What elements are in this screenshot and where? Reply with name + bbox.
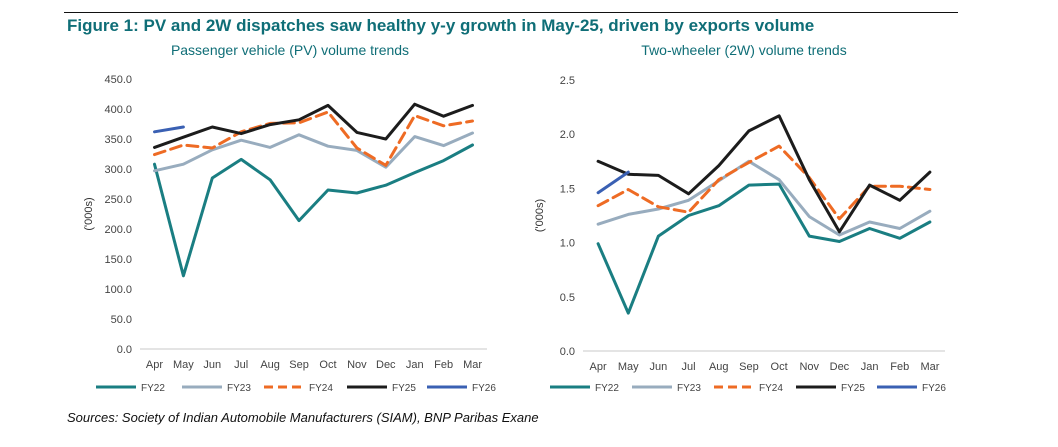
x-tick-label: Jul xyxy=(234,359,248,371)
x-tick-label: Feb xyxy=(434,359,453,371)
series-line-fy24 xyxy=(596,144,932,221)
legend-label: FY24 xyxy=(309,383,333,394)
y-tick-label: 150.0 xyxy=(104,254,132,266)
x-tick-label: Mar xyxy=(920,361,939,373)
y-tick-label: 50.0 xyxy=(111,314,132,326)
series-line-fy23 xyxy=(596,159,932,237)
x-tick-label: Aug xyxy=(260,359,280,371)
legend-label: FY22 xyxy=(595,383,619,394)
x-tick-label: Jun xyxy=(650,361,668,373)
chart-1: Passenger vehicle (PV) volume trends ('00… xyxy=(83,42,496,394)
series-line-fy25 xyxy=(596,114,932,234)
legend-label: FY25 xyxy=(841,383,865,394)
legend-label: FY23 xyxy=(227,383,251,394)
x-tick-label: Apr xyxy=(146,359,163,371)
legend-label: FY26 xyxy=(922,383,946,394)
x-tick-label: Oct xyxy=(771,361,788,373)
charts-area: Passenger vehicle (PV) volume trends ('00… xyxy=(83,42,946,394)
legend: FY22 FY23 FY24 FY25 FY26 xyxy=(550,383,946,394)
source-note: Sources: Society of Indian Automobile Ma… xyxy=(67,410,539,425)
y-tick-label: 0.0 xyxy=(560,346,575,358)
series-line-fy25 xyxy=(153,102,474,149)
x-tick-label: Dec xyxy=(376,359,396,371)
x-tick-label: Nov xyxy=(799,361,819,373)
y-tick-label: 0.5 xyxy=(560,292,575,304)
chart-title: Two-wheeler (2W) volume trends xyxy=(641,42,846,58)
legend-label: FY26 xyxy=(472,383,496,394)
series-line-fy24 xyxy=(153,110,474,167)
legend-label: FY25 xyxy=(392,383,416,394)
y-axis-label: ('000s) xyxy=(83,197,95,230)
series-line-fy22 xyxy=(153,143,474,278)
y-tick-label: 0.0 xyxy=(117,344,132,356)
x-tick-label: May xyxy=(618,361,639,373)
x-tick-label: Apr xyxy=(590,361,607,373)
y-tick-label: 100.0 xyxy=(104,284,132,296)
x-tick-label: Dec xyxy=(830,361,850,373)
x-tick-label: Mar xyxy=(463,359,482,371)
legend-label: FY22 xyxy=(141,383,165,394)
series-line-fy26 xyxy=(596,170,630,195)
y-tick-label: 1.0 xyxy=(560,238,575,250)
series-line-fy26 xyxy=(153,125,185,134)
legend-label: FY23 xyxy=(677,383,701,394)
figure-title: Figure 1: PV and 2W dispatches saw healt… xyxy=(67,16,815,35)
y-tick-label: 2.5 xyxy=(560,75,575,87)
legend: FY22 FY23 FY24 FY25 FY26 xyxy=(96,383,496,394)
y-tick-label: 300.0 xyxy=(104,164,132,176)
x-tick-label: Jun xyxy=(203,359,221,371)
x-tick-label: Oct xyxy=(319,359,336,371)
y-tick-label: 250.0 xyxy=(104,194,132,206)
top-rule xyxy=(64,12,958,13)
y-axis-label: ('000s) xyxy=(534,199,546,232)
x-tick-label: Jan xyxy=(861,361,879,373)
x-tick-label: May xyxy=(173,359,194,371)
y-tick-label: 2.0 xyxy=(560,129,575,141)
x-tick-label: Jan xyxy=(406,359,424,371)
legend-label: FY24 xyxy=(759,383,783,394)
chart-2: Two-wheeler (2W) volume trends ('000s) 0.0… xyxy=(534,42,946,394)
x-tick-label: Feb xyxy=(890,361,909,373)
x-tick-label: Nov xyxy=(347,359,367,371)
x-tick-label: Jul xyxy=(682,361,696,373)
y-tick-label: 350.0 xyxy=(104,134,132,146)
y-tick-label: 400.0 xyxy=(104,104,132,116)
x-tick-label: Aug xyxy=(709,361,729,373)
x-tick-label: Sep xyxy=(289,359,309,371)
series-line-fy23 xyxy=(153,131,474,173)
y-tick-label: 200.0 xyxy=(104,224,132,236)
chart-title: Passenger vehicle (PV) volume trends xyxy=(171,42,409,58)
y-tick-label: 1.5 xyxy=(560,183,575,195)
series-line-fy22 xyxy=(596,182,932,315)
y-tick-label: 450.0 xyxy=(104,74,132,86)
x-tick-label: Sep xyxy=(739,361,759,373)
